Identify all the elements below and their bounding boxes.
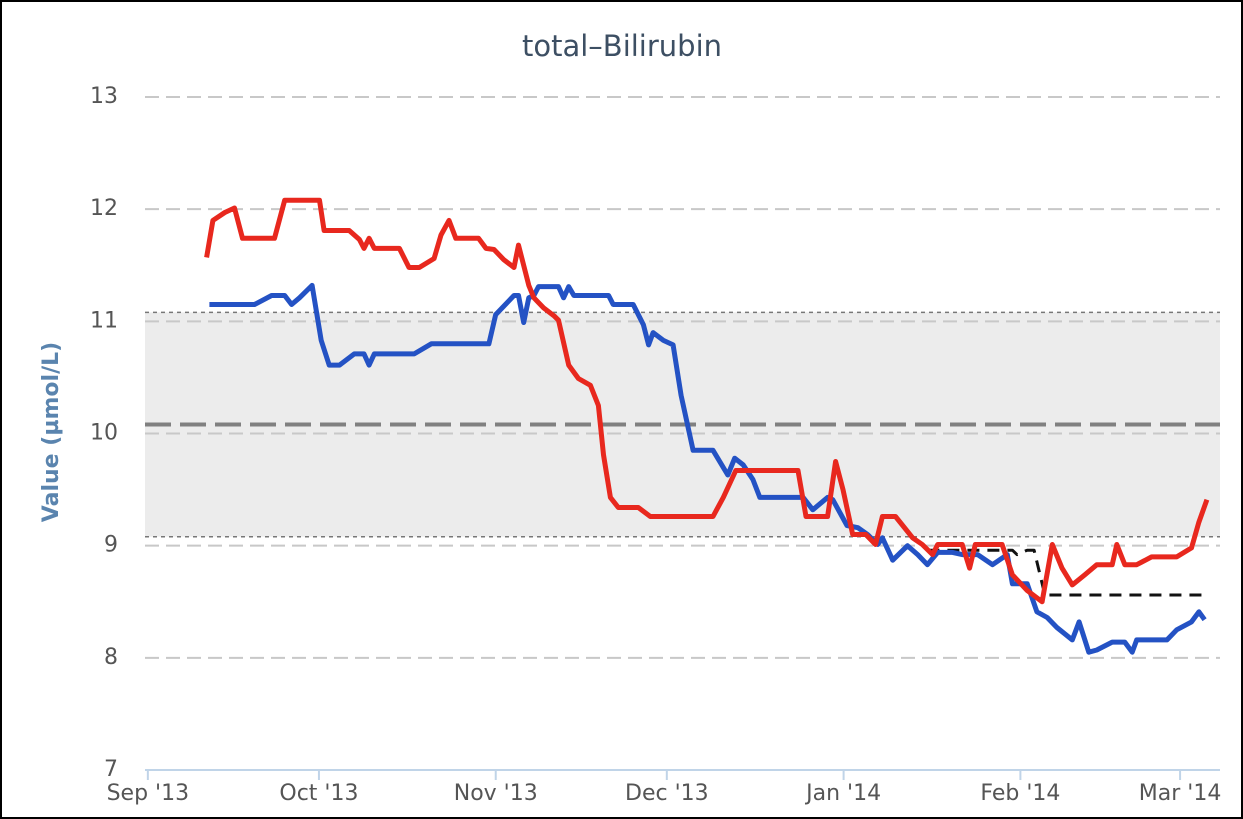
- y-tick-label: 7: [104, 757, 118, 782]
- y-tick-label: 10: [90, 421, 118, 446]
- y-tick-label: 12: [90, 196, 118, 221]
- y-axis-title: Value (µmol/L): [39, 342, 64, 522]
- x-tick-label: Mar '14: [1139, 781, 1222, 806]
- x-tick-label: Jan '14: [804, 781, 881, 806]
- series-line: [927, 548, 1207, 597]
- series-line: [209, 282, 1207, 655]
- y-tick-label: 8: [104, 645, 118, 670]
- chart-title: total–Bilirubin: [522, 29, 722, 63]
- y-tick-label: 13: [90, 84, 118, 109]
- series-line: [204, 197, 1210, 605]
- y-tick-label: 11: [90, 308, 118, 333]
- x-tick-label: Dec '13: [625, 781, 709, 806]
- x-tick-label: Feb '14: [980, 781, 1060, 806]
- y-tick-label: 9: [104, 533, 118, 558]
- x-tick-label: Oct '13: [279, 781, 358, 806]
- x-tick-label: Sep '13: [107, 781, 190, 806]
- x-tick-label: Nov '13: [454, 781, 538, 806]
